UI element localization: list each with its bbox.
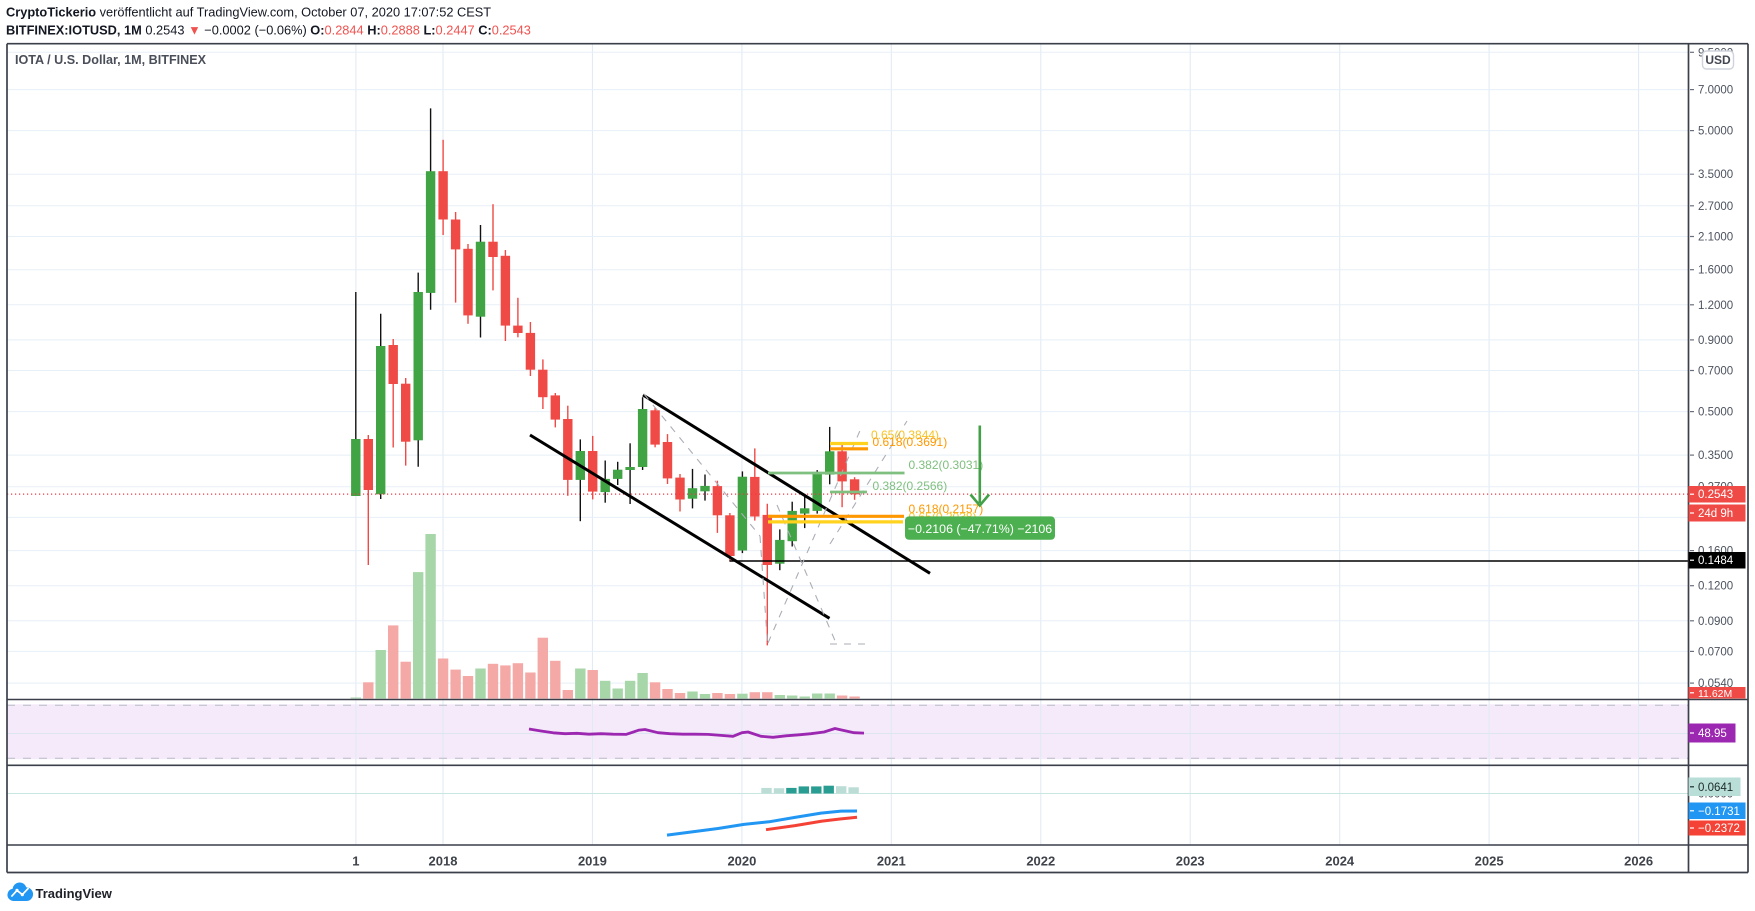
svg-text:0.0700: 0.0700: [1698, 646, 1733, 658]
svg-text:0.1484: 0.1484: [1698, 555, 1734, 567]
svg-text:0.3500: 0.3500: [1698, 450, 1733, 462]
svg-text:48.95: 48.95: [1698, 728, 1727, 740]
svg-text:2022: 2022: [1026, 854, 1055, 869]
svg-text:−0.2372: −0.2372: [1698, 823, 1740, 835]
svg-text:0.65(0.3844): 0.65(0.3844): [871, 428, 939, 442]
svg-text:0.0900: 0.0900: [1698, 616, 1733, 628]
svg-text:0.7000: 0.7000: [1698, 366, 1733, 378]
svg-text:3.5000: 3.5000: [1698, 169, 1733, 181]
svg-text:0.9000: 0.9000: [1698, 335, 1733, 347]
svg-text:2025: 2025: [1475, 854, 1504, 869]
svg-text:0.2543: 0.2543: [1698, 489, 1733, 501]
svg-text:CryptoTickerio veröffentlicht: CryptoTickerio veröffentlicht auf Tradin…: [6, 5, 491, 20]
svg-text:USD: USD: [1705, 53, 1731, 67]
svg-text:2018: 2018: [429, 854, 458, 869]
svg-text:2.1000: 2.1000: [1698, 232, 1733, 244]
svg-text:0.618(0.3691): 0.618(0.3691): [873, 435, 948, 449]
svg-text:TradingView: TradingView: [36, 886, 113, 901]
svg-text:0.618(0.2157): 0.618(0.2157): [909, 502, 984, 516]
svg-text:1: 1: [352, 854, 359, 869]
svg-text:7.0000: 7.0000: [1698, 85, 1733, 97]
svg-text:1.2000: 1.2000: [1698, 300, 1733, 312]
svg-text:5.0000: 5.0000: [1698, 126, 1733, 138]
svg-text:BITFINEX:IOTUSD, 1M 0.2543 ▼ −: BITFINEX:IOTUSD, 1M 0.2543 ▼ −0.0002 (−0…: [6, 23, 531, 38]
svg-text:0.0641: 0.0641: [1698, 782, 1733, 794]
svg-text:2023: 2023: [1176, 854, 1205, 869]
svg-text:2020: 2020: [727, 854, 756, 869]
svg-text:0.5000: 0.5000: [1698, 407, 1733, 419]
svg-text:1.6000: 1.6000: [1698, 265, 1733, 277]
svg-text:−0.1731: −0.1731: [1698, 806, 1740, 818]
svg-text:−0.2106 (−47.71%) −2106: −0.2106 (−47.71%) −2106: [908, 522, 1052, 536]
svg-text:11.62M: 11.62M: [1698, 688, 1732, 700]
svg-text:2021: 2021: [877, 854, 906, 869]
svg-text:0.1200: 0.1200: [1698, 581, 1733, 593]
svg-text:2026: 2026: [1624, 854, 1653, 869]
svg-text:0.382(0.2566): 0.382(0.2566): [873, 479, 948, 493]
svg-text:2024: 2024: [1325, 854, 1355, 869]
svg-text:2.7000: 2.7000: [1698, 201, 1733, 213]
svg-text:IOTA / U.S. Dollar, 1M, BITFIN: IOTA / U.S. Dollar, 1M, BITFINEX: [15, 53, 207, 67]
svg-text:0.382(0.3031): 0.382(0.3031): [909, 458, 984, 472]
svg-text:2019: 2019: [578, 854, 607, 869]
svg-text:24d 9h: 24d 9h: [1698, 508, 1733, 520]
